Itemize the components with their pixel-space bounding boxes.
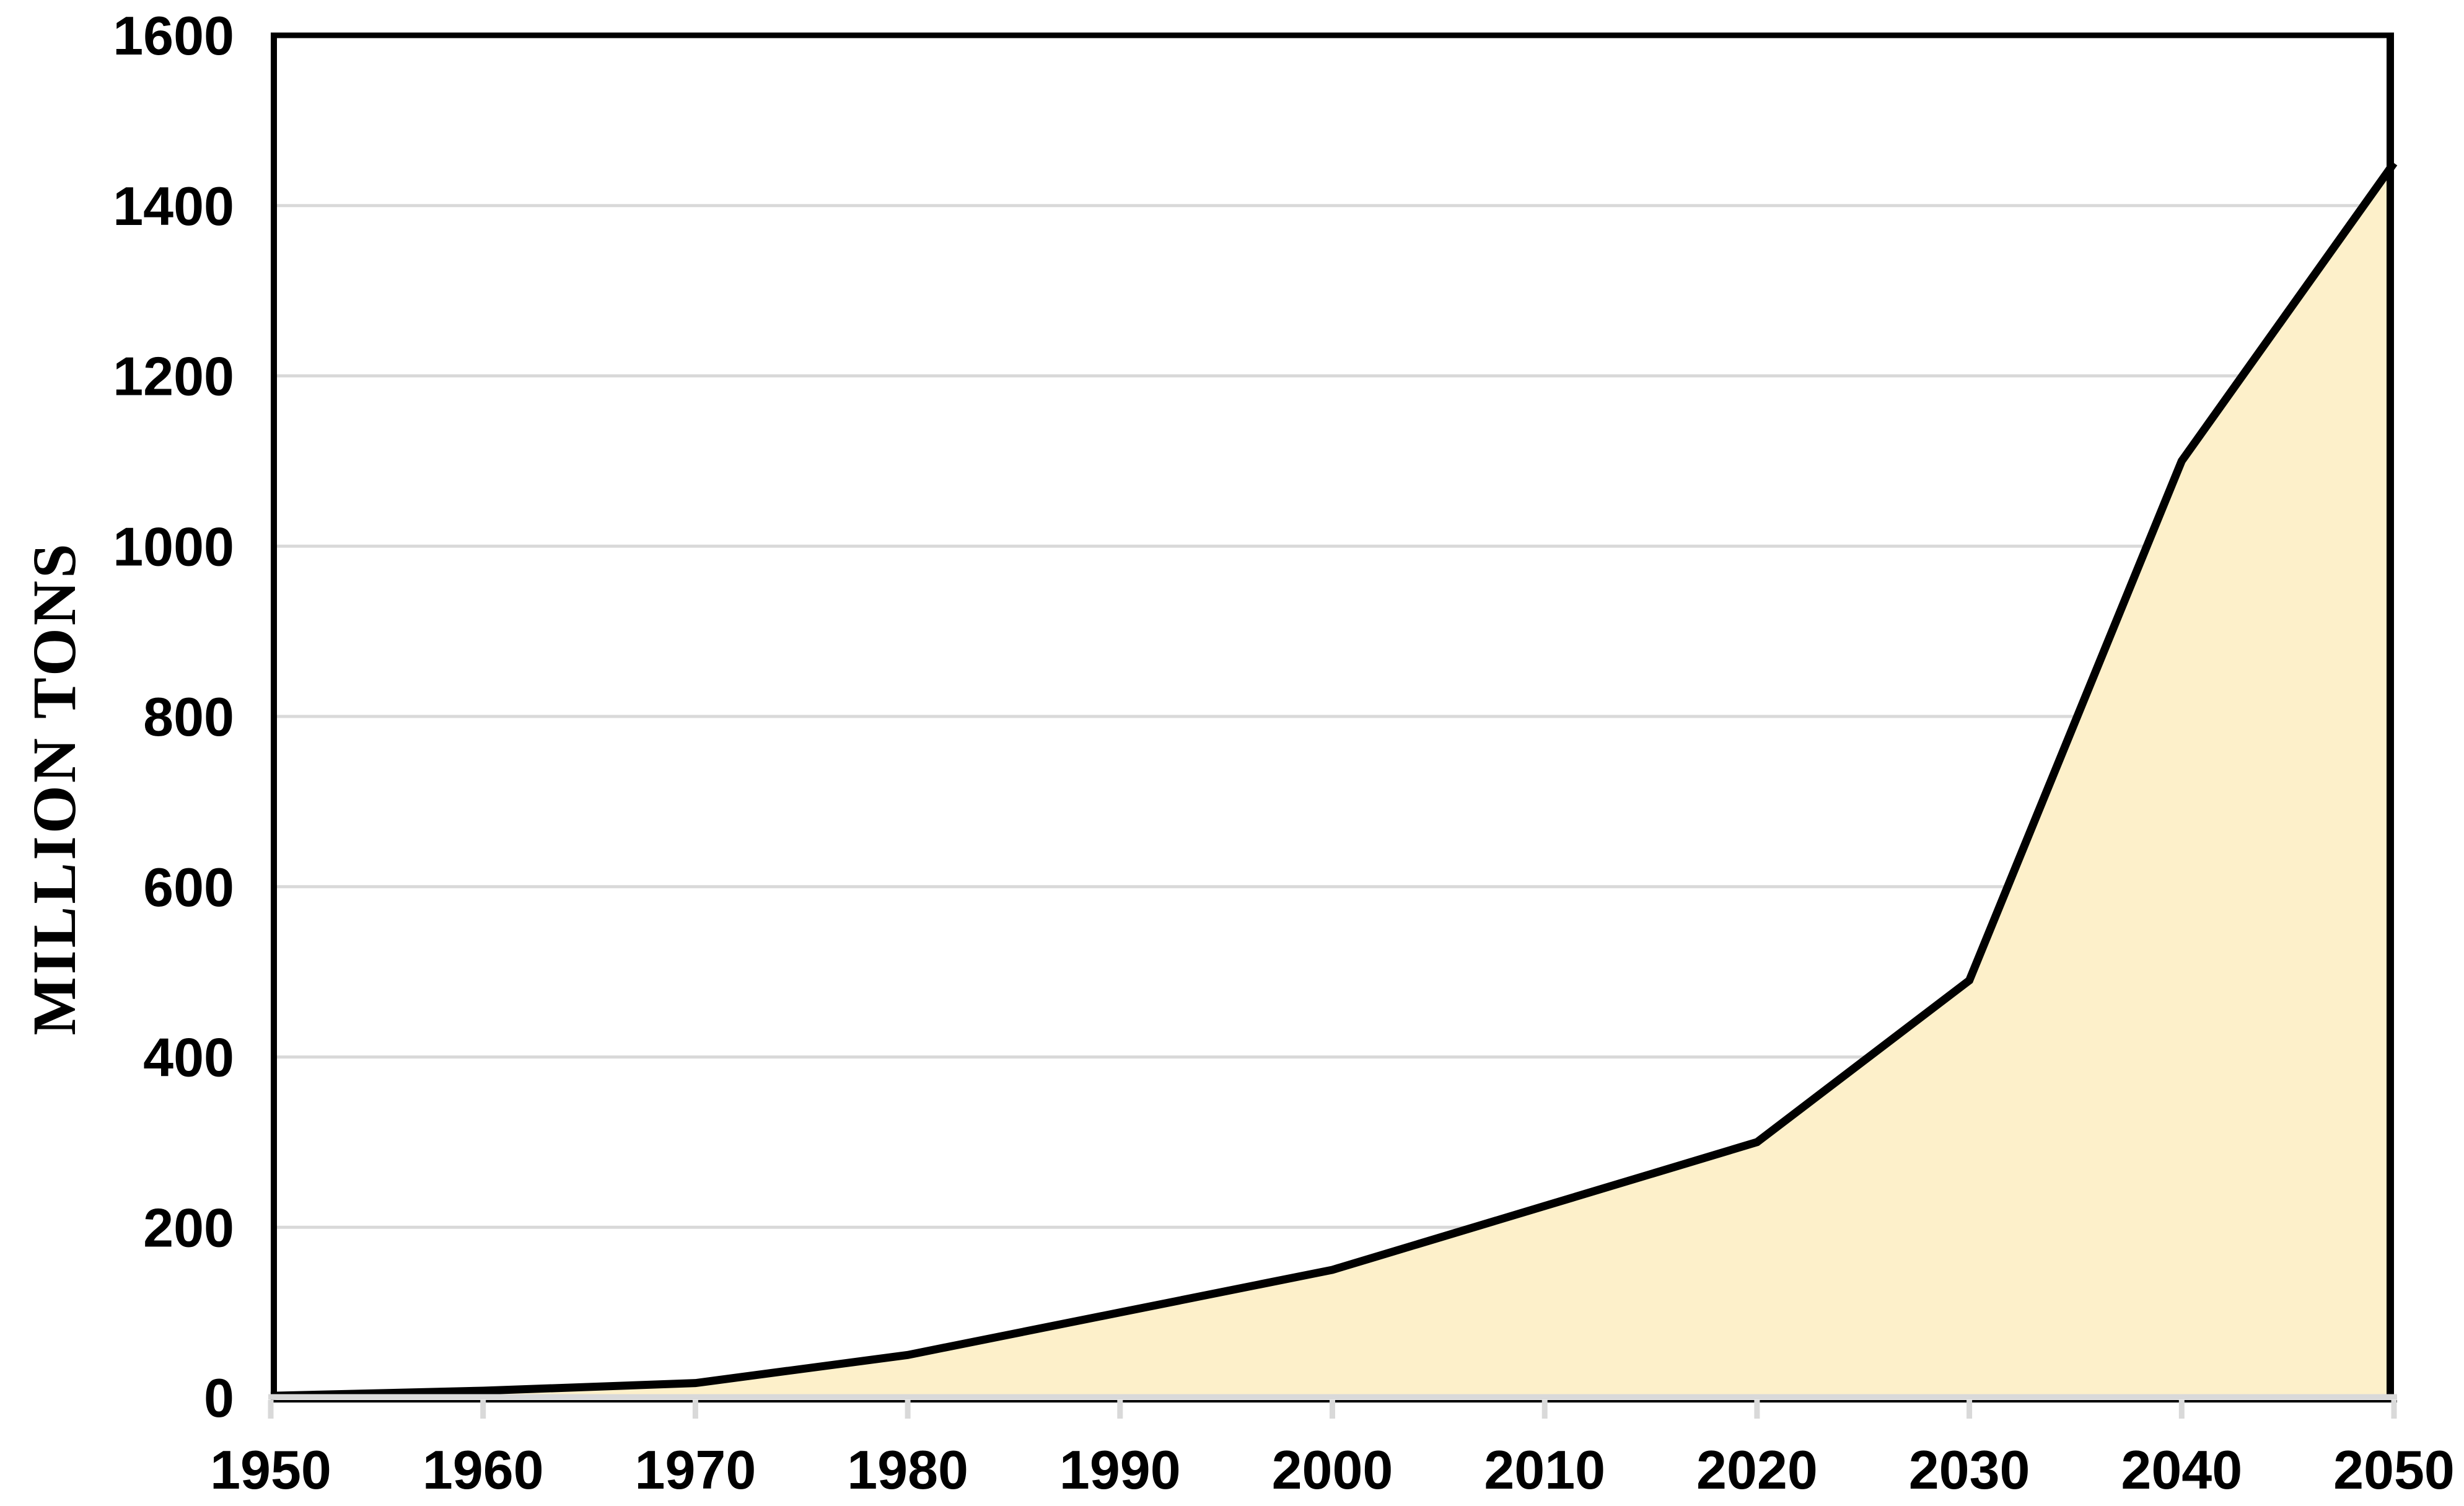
y-tick-label-1200: 1200 xyxy=(113,346,234,407)
x-tick-label-1970: 1970 xyxy=(635,1439,756,1500)
y-tick-label-800: 800 xyxy=(143,686,234,747)
x-tick-label-2010: 2010 xyxy=(1484,1439,1605,1500)
x-tick-label-1980: 1980 xyxy=(847,1439,968,1500)
x-tick-label-2020: 2020 xyxy=(1696,1439,1818,1500)
x-tick-label-2030: 2030 xyxy=(1909,1439,2030,1500)
y-tick-label-0: 0 xyxy=(204,1367,234,1429)
y-tick-label-1600: 1600 xyxy=(113,5,234,66)
x-tick-label-2040: 2040 xyxy=(2121,1439,2242,1500)
y-tick-label-1000: 1000 xyxy=(113,516,234,577)
y-tick-label-600: 600 xyxy=(143,856,234,918)
x-tick-label-1990: 1990 xyxy=(1059,1439,1181,1500)
x-tick-label-1950: 1950 xyxy=(210,1439,331,1500)
area-series-fill xyxy=(271,163,2394,1398)
y-tick-label-1400: 1400 xyxy=(113,175,234,237)
area-series-line xyxy=(270,161,2398,1400)
y-tick-label-200: 200 xyxy=(143,1197,234,1258)
x-tick-label-2000: 2000 xyxy=(1272,1439,1393,1500)
y-axis-title: MILLION TONS xyxy=(20,541,89,1036)
y-tick-label-400: 400 xyxy=(143,1027,234,1088)
x-tick-label-2050: 2050 xyxy=(2333,1439,2455,1500)
x-tick-label-1960: 1960 xyxy=(423,1439,544,1500)
